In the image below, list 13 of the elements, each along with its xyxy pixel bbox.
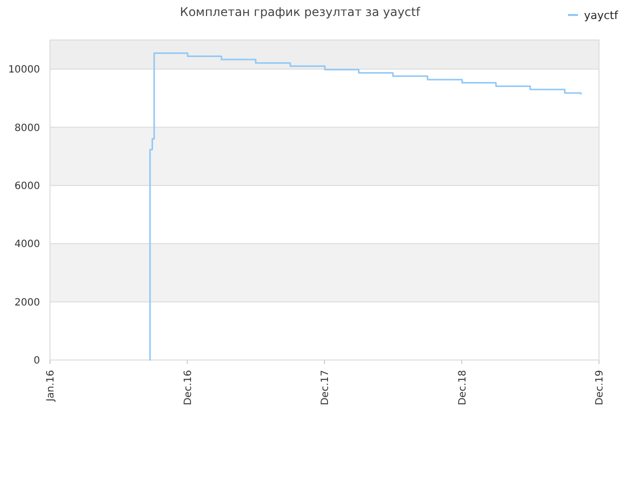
- y-tick-label: 0: [34, 356, 40, 366]
- y-tick-label: 4000: [14, 239, 40, 250]
- y-tick-label: 2000: [14, 297, 40, 308]
- chart-title: Комплетан график резултат за yayctf: [180, 5, 421, 19]
- x-tick-label: Dec.17: [320, 370, 331, 406]
- y-tick-label: 6000: [14, 180, 40, 192]
- x-tick-label: Dec.16: [182, 370, 194, 406]
- legend-label: yayctf: [584, 8, 620, 22]
- x-tick-label: Dec.19: [594, 370, 606, 406]
- y-tick-label: 8000: [14, 122, 40, 134]
- x-tick-label: Dec.18: [457, 370, 468, 406]
- x-tick-label: Jan.16: [46, 370, 56, 402]
- y-tick-label: 10000: [8, 64, 40, 76]
